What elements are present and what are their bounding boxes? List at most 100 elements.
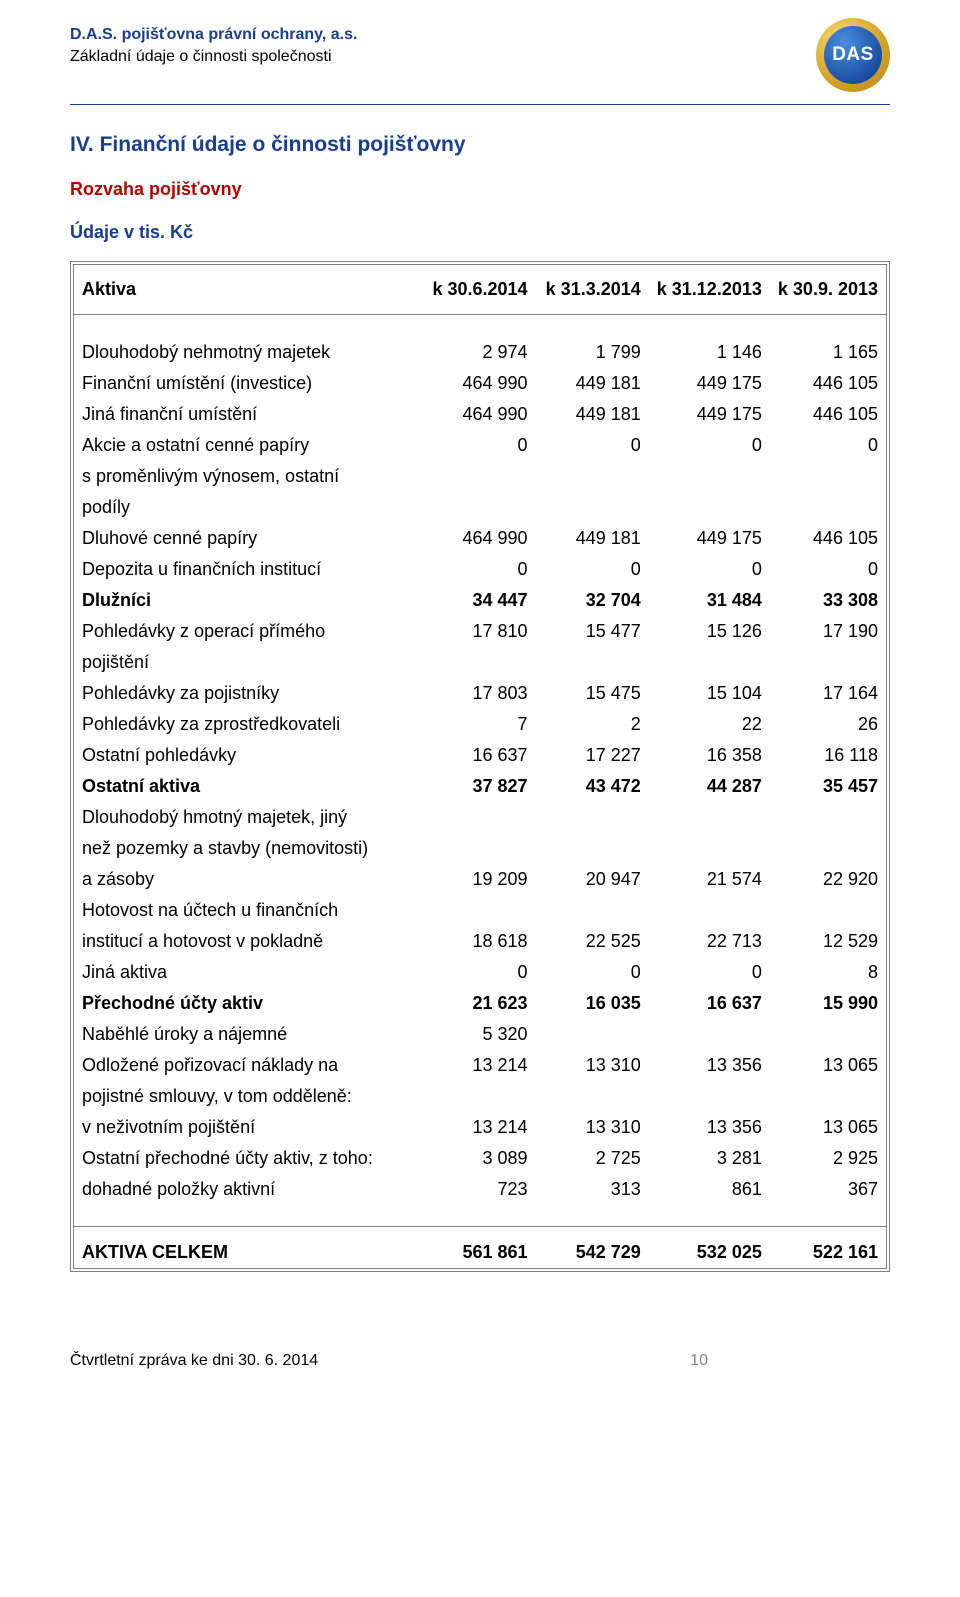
total-value: 561 861 [422,1237,535,1268]
cell-value: 3 089 [422,1143,535,1174]
document-page: D.A.S. pojišťovna právní ochrany, a.s. Z… [0,0,960,1410]
cell-value: 19 209 [422,864,535,895]
row-label: Odložené pořizovací náklady na [74,1050,422,1081]
cell-value: 37 827 [422,771,535,802]
cell-value: 0 [536,430,649,461]
cell-value [649,492,770,523]
table-row: s proměnlivým výnosem, ostatní [74,461,886,492]
cell-value [649,802,770,833]
header-divider [70,104,890,105]
section-title: IV. Finanční údaje o činnosti pojišťovny [70,133,890,157]
cell-value [770,802,886,833]
cell-value: 22 920 [770,864,886,895]
cell-value [422,895,535,926]
row-label: Ostatní pohledávky [74,740,422,771]
cell-value [649,1081,770,1112]
row-label: Dlouhodobý hmotný majetek, jiný [74,802,422,833]
table-row: Naběhlé úroky a nájemné5 320 [74,1019,886,1050]
cell-value [649,833,770,864]
cell-value: 12 529 [770,926,886,957]
table-row: Dluhové cenné papíry464 990449 181449 17… [74,523,886,554]
cell-value: 35 457 [770,771,886,802]
row-label: Jiná aktiva [74,957,422,988]
cell-value: 17 227 [536,740,649,771]
cell-value [422,492,535,523]
cell-value: 16 637 [649,988,770,1019]
total-separator [74,1227,886,1238]
cell-value [649,647,770,678]
col-header: k 30.9. 2013 [770,265,886,315]
table-row: Jiná aktiva0008 [74,957,886,988]
company-name: D.A.S. pojišťovna právní ochrany, a.s. [70,24,357,46]
cell-value: 2 925 [770,1143,886,1174]
cell-value: 313 [536,1174,649,1205]
table-row: institucí a hotovost v pokladně18 61822 … [74,926,886,957]
cell-value: 449 181 [536,399,649,430]
cell-value [770,895,886,926]
col-header: k 30.6.2014 [422,265,535,315]
table-row: Dlouhodobý hmotný majetek, jiný [74,802,886,833]
row-label: Dlouhodobý nehmotný majetek [74,337,422,368]
cell-value: 13 356 [649,1050,770,1081]
table-row: Přechodné účty aktiv21 62316 03516 63715… [74,988,886,1019]
cell-value: 2 974 [422,337,535,368]
page-number: 10 [690,1352,708,1370]
cell-value: 16 035 [536,988,649,1019]
table-row: pojištění [74,647,886,678]
cell-value: 13 065 [770,1112,886,1143]
cell-value: 723 [422,1174,535,1205]
page-footer: Čtvrtletní zpráva ke dni 30. 6. 2014 10 [70,1352,890,1370]
cell-value [649,1019,770,1050]
cell-value: 15 990 [770,988,886,1019]
table-row: Ostatní aktiva37 82743 47244 28735 457 [74,771,886,802]
table-row: než pozemky a stavby (nemovitosti) [74,833,886,864]
cell-value: 13 065 [770,1050,886,1081]
total-value: 542 729 [536,1237,649,1268]
table-row: Finanční umístění (investice)464 990449 … [74,368,886,399]
table-header-row: Aktiva k 30.6.2014 k 31.3.2014 k 31.12.2… [74,265,886,315]
cell-value: 1 799 [536,337,649,368]
logo-text: DAS [824,26,882,84]
table-row: Pohledávky za pojistníky17 80315 47515 1… [74,678,886,709]
cell-value [770,492,886,523]
table-row [74,315,886,337]
cell-value: 0 [422,430,535,461]
units-note: Údaje v tis. Kč [70,222,890,243]
cell-value: 1 146 [649,337,770,368]
cell-value [422,802,535,833]
cell-value: 22 713 [649,926,770,957]
cell-value: 31 484 [649,585,770,616]
cell-value: 0 [536,957,649,988]
cell-value [536,647,649,678]
cell-value: 3 281 [649,1143,770,1174]
row-label: Přechodné účty aktiv [74,988,422,1019]
cell-value [770,1019,886,1050]
row-label: Pohledávky za pojistníky [74,678,422,709]
row-label: Ostatní aktiva [74,771,422,802]
total-label: AKTIVA CELKEM [74,1237,422,1268]
table-row: Dlužníci34 44732 70431 48433 308 [74,585,886,616]
cell-value: 17 803 [422,678,535,709]
cell-value: 13 310 [536,1112,649,1143]
cell-value: 449 175 [649,368,770,399]
row-label: Ostatní přechodné účty aktiv, z toho: [74,1143,422,1174]
cell-value: 20 947 [536,864,649,895]
table-row: Pohledávky z operací přímého17 81015 477… [74,616,886,647]
cell-value: 26 [770,709,886,740]
page-header: D.A.S. pojišťovna právní ochrany, a.s. Z… [70,24,890,92]
row-label: pojištění [74,647,422,678]
header-text-block: D.A.S. pojišťovna právní ochrany, a.s. Z… [70,24,357,67]
cell-value: 17 810 [422,616,535,647]
cell-value: 17 164 [770,678,886,709]
col-header: k 31.3.2014 [536,265,649,315]
col-header: k 31.12.2013 [649,265,770,315]
row-label: Dlužníci [74,585,422,616]
cell-value: 0 [536,554,649,585]
cell-value: 32 704 [536,585,649,616]
cell-value [770,833,886,864]
cell-value: 464 990 [422,523,535,554]
row-label: institucí a hotovost v pokladně [74,926,422,957]
cell-value: 367 [770,1174,886,1205]
cell-value: 0 [770,430,886,461]
cell-value: 13 310 [536,1050,649,1081]
